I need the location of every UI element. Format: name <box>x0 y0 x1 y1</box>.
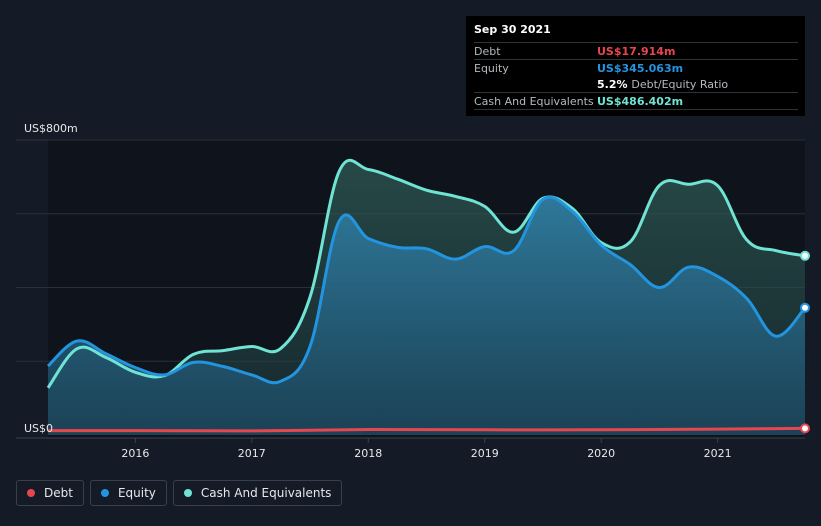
tooltip-equity-label: Equity <box>474 61 509 75</box>
cash-line <box>46 158 806 389</box>
y-axis-top-label: US$800m <box>24 122 78 135</box>
x-tick-label: 2018 <box>354 447 382 460</box>
cash-end-marker <box>800 250 810 261</box>
debt-line <box>47 426 806 433</box>
x-tick-label: 2017 <box>238 447 266 460</box>
x-tick-label: 2020 <box>587 447 615 460</box>
legend-item-cash[interactable]: Cash And Equivalents <box>172 480 343 506</box>
legend-item-equity[interactable]: Equity <box>89 480 167 506</box>
equity-line <box>46 195 807 385</box>
equity-dot-icon <box>100 489 109 497</box>
debt-dot-icon <box>27 489 35 497</box>
tooltip-cash-value: US$486.402m <box>597 94 684 108</box>
tooltip-row-ratio: 5.2% Debt/Equity Ratio <box>474 76 798 92</box>
x-tick-label: 2016 <box>121 447 149 460</box>
tooltip-row-debt: Debt US$17.914m <box>474 42 798 59</box>
x-tick-label: 2019 <box>471 447 499 460</box>
tooltip-row-cash: Cash And Equivalents US$486.402m <box>474 92 798 110</box>
tooltip-debt-label: Debt <box>474 44 501 58</box>
legend-debt-label: Debt <box>44 486 73 500</box>
legend: Debt Equity Cash And Equivalents <box>16 480 343 506</box>
tooltip-debt-value: US$17.914m <box>597 44 676 58</box>
tooltip-cash-label: Cash And Equivalents <box>474 94 594 108</box>
debt-end-marker <box>800 423 810 434</box>
legend-item-debt[interactable]: Debt <box>16 480 84 506</box>
legend-cash-label: Cash And Equivalents <box>200 486 332 500</box>
tooltip: Sep 30 2021 Debt US$17.914m Equity US$34… <box>466 16 805 116</box>
tooltip-ratio-value: 5.2% <box>597 77 628 91</box>
tooltip-equity-value: US$345.063m <box>597 61 684 75</box>
tooltip-row-equity: Equity US$345.063m <box>474 59 798 76</box>
tooltip-date: Sep 30 2021 <box>474 23 551 36</box>
y-axis-zero-label: US$0 <box>24 422 53 435</box>
tooltip-ratio-label: Debt/Equity Ratio <box>631 77 729 91</box>
cash-dot-icon <box>183 489 192 497</box>
x-axis-ticks: 2016 2017 2018 2019 2020 2021 <box>121 438 732 460</box>
legend-equity-label: Equity <box>117 486 156 500</box>
x-tick-label: 2021 <box>704 447 732 460</box>
equity-end-marker <box>800 302 810 313</box>
